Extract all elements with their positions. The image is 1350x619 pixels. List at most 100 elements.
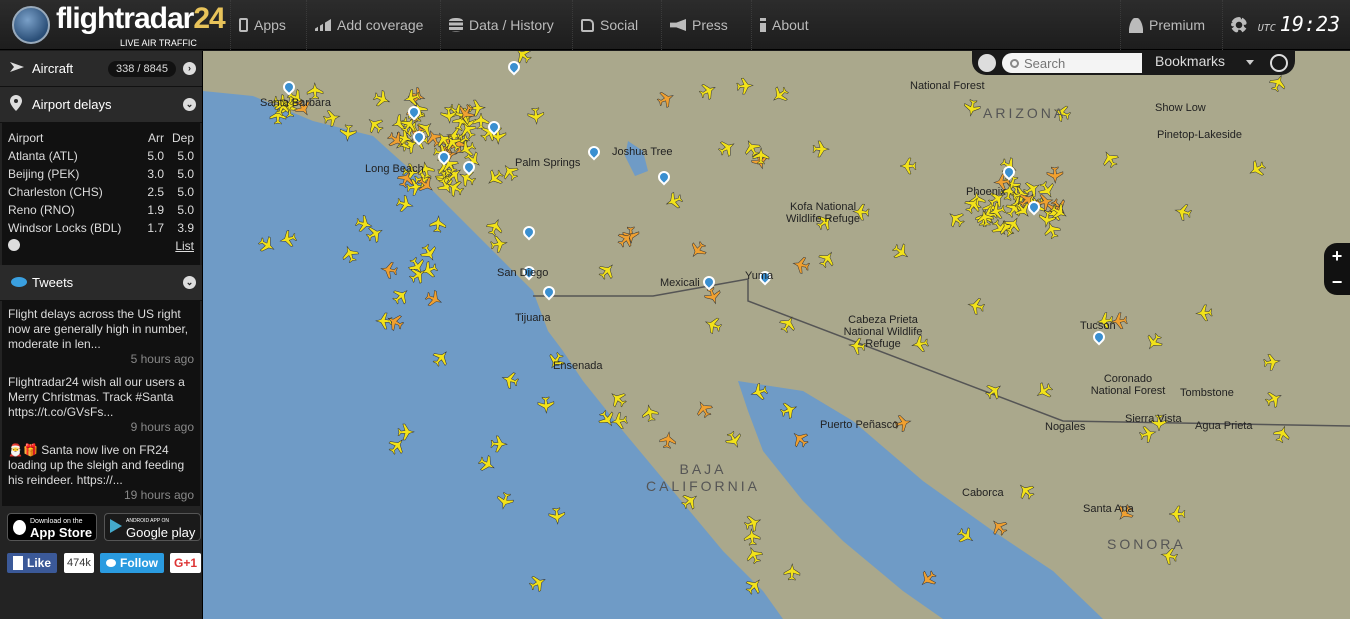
aircraft-icon[interactable] [364, 223, 386, 245]
aircraft-icon[interactable] [1036, 179, 1058, 201]
aircraft-icon[interactable] [457, 119, 479, 141]
aircraft-icon[interactable] [406, 178, 424, 196]
aircraft-icon[interactable] [430, 347, 453, 370]
aircraft-icon[interactable] [1138, 424, 1158, 444]
aircraft-icon[interactable] [476, 453, 498, 475]
aircraft-icon[interactable] [812, 140, 830, 158]
aircraft-icon[interactable] [537, 396, 555, 414]
aircraft-icon[interactable] [512, 51, 535, 66]
aircraft-icon[interactable] [607, 388, 630, 411]
aircraft-section[interactable]: Aircraft 338 / 8845 › [0, 51, 202, 87]
search-field[interactable] [1002, 53, 1142, 73]
info-icon[interactable] [8, 239, 20, 251]
aircraft-icon[interactable] [292, 97, 314, 119]
aircraft-icon[interactable] [1114, 502, 1137, 525]
aircraft-icon[interactable] [596, 408, 618, 430]
aircraft-icon[interactable] [395, 194, 415, 214]
aircraft-icon[interactable] [278, 229, 298, 249]
aircraft-icon[interactable] [456, 167, 478, 189]
aircraft-icon[interactable] [269, 107, 287, 125]
nav-add-coverage[interactable]: Add coverage [306, 0, 431, 50]
aircraft-icon[interactable] [664, 191, 685, 212]
aircraft-icon[interactable] [1110, 312, 1128, 330]
aircraft-icon[interactable] [384, 311, 406, 333]
aircraft-icon[interactable] [256, 234, 278, 256]
aircraft-icon[interactable] [852, 203, 870, 221]
aircraft-icon[interactable] [395, 168, 416, 189]
aircraft-icon[interactable] [693, 398, 715, 420]
aircraft-icon[interactable] [814, 211, 836, 233]
delay-row[interactable]: Beijing (PEK) 3.0 5.0 [8, 165, 194, 183]
aircraft-icon[interactable] [890, 241, 912, 263]
aircraft-icon[interactable] [339, 124, 357, 142]
google-plus-button[interactable]: G+1 [170, 553, 202, 573]
aircraft-icon[interactable] [848, 337, 866, 355]
delay-row[interactable]: Windsor Locks (BDL) 1.7 3.9 [8, 219, 194, 237]
aircraft-icon[interactable] [1033, 380, 1055, 402]
aircraft-icon[interactable] [975, 208, 994, 227]
aircraft-icon[interactable] [783, 563, 801, 581]
aircraft-icon[interactable] [962, 194, 984, 216]
aircraft-icon[interactable] [397, 423, 415, 441]
aircraft-icon[interactable] [679, 490, 701, 512]
aircraft-icon[interactable] [548, 507, 566, 525]
chevron-right-icon[interactable]: › [183, 62, 196, 75]
tweet[interactable]: 🎅🎁 Santa now live on FR24 loading up the… [2, 437, 200, 505]
nav-press[interactable]: Press [661, 0, 736, 50]
aircraft-icon[interactable] [911, 335, 930, 354]
aircraft-icon[interactable] [418, 242, 440, 264]
delay-row[interactable]: Atlanta (ATL) 5.0 5.0 [8, 147, 194, 165]
aircraft-icon[interactable] [545, 350, 567, 372]
aircraft-icon[interactable] [415, 174, 438, 197]
aircraft-icon[interactable] [442, 132, 464, 154]
aircraft-icon[interactable] [340, 244, 361, 265]
nav-data-history[interactable]: Data / History [440, 0, 562, 50]
aircraft-icon[interactable] [741, 137, 763, 159]
aircraft-icon[interactable] [789, 428, 812, 451]
aircraft-icon[interactable] [963, 99, 982, 118]
nav-apps[interactable]: Apps [230, 0, 294, 50]
aircraft-icon[interactable] [285, 87, 307, 109]
aircraft-icon[interactable] [423, 288, 444, 309]
aircraft-icon[interactable] [736, 77, 754, 95]
caret-down-icon[interactable] [1246, 60, 1254, 69]
aircraft-icon[interactable] [444, 177, 466, 199]
zoom-out-button[interactable]: − [1324, 269, 1350, 295]
aircraft-icon[interactable] [749, 382, 769, 402]
aircraft-icon[interactable] [1002, 214, 1024, 236]
aircraft-icon[interactable] [899, 157, 917, 175]
tweet[interactable]: Flight delays across the US right now ar… [2, 301, 200, 369]
list-link[interactable]: List [175, 239, 194, 253]
aircraft-icon[interactable] [455, 102, 477, 124]
aircraft-icon[interactable] [659, 431, 677, 449]
aircraft-icon[interactable] [527, 572, 549, 594]
aircraft-icon[interactable] [791, 255, 810, 274]
aircraft-icon[interactable] [1143, 331, 1165, 353]
aircraft-icon[interactable] [596, 260, 619, 283]
aircraft-icon[interactable] [484, 216, 505, 237]
aircraft-icon[interactable] [987, 201, 1007, 221]
aircraft-icon[interactable] [270, 92, 292, 114]
chevron-down-icon[interactable]: ⌄ [183, 276, 196, 289]
aircraft-icon[interactable] [440, 106, 458, 124]
tweet[interactable]: Flightradar24 wish all our users a Merry… [2, 369, 200, 437]
aircraft-icon[interactable] [1042, 220, 1063, 241]
aircraft-icon[interactable] [955, 525, 977, 547]
aircraft-icon[interactable] [1173, 202, 1192, 221]
aircraft-icon[interactable] [687, 239, 709, 261]
aircraft-icon[interactable] [372, 89, 393, 110]
aircraft-icon[interactable] [945, 208, 968, 231]
aircraft-icon[interactable] [1246, 158, 1268, 180]
nav-about[interactable]: About [751, 0, 817, 50]
aircraft-icon[interactable] [390, 285, 413, 308]
nav-premium[interactable]: Premium [1120, 0, 1213, 50]
aircraft-icon[interactable] [429, 215, 447, 233]
aircraft-icon[interactable] [1272, 424, 1293, 445]
chevron-down-icon[interactable]: ⌄ [183, 98, 196, 111]
aircraft-icon[interactable] [1195, 304, 1213, 322]
aircraft-icon[interactable] [419, 260, 440, 281]
aircraft-icon[interactable] [322, 108, 341, 127]
aircraft-icon[interactable] [386, 435, 409, 458]
aircraft-icon[interactable] [495, 491, 515, 511]
aircraft-icon[interactable] [306, 82, 324, 100]
